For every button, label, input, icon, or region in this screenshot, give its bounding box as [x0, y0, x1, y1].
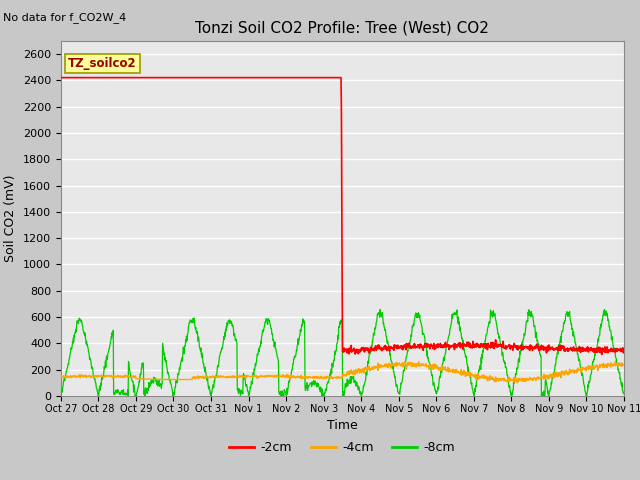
Text: No data for f_CO2W_4: No data for f_CO2W_4	[3, 12, 127, 23]
X-axis label: Time: Time	[327, 419, 358, 432]
Title: Tonzi Soil CO2 Profile: Tree (West) CO2: Tonzi Soil CO2 Profile: Tree (West) CO2	[195, 21, 490, 36]
Y-axis label: Soil CO2 (mV): Soil CO2 (mV)	[4, 175, 17, 262]
Legend: -2cm, -4cm, -8cm: -2cm, -4cm, -8cm	[225, 436, 460, 459]
Text: TZ_soilco2: TZ_soilco2	[68, 57, 137, 70]
